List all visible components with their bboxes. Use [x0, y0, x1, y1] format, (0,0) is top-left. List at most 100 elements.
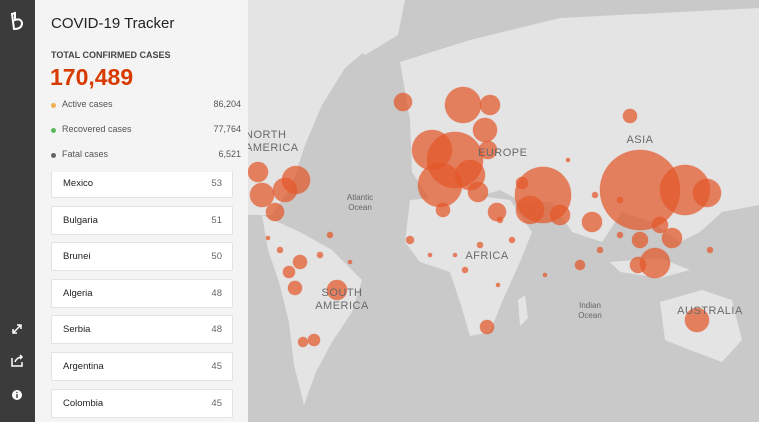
case-bubble[interactable] [472, 117, 498, 143]
case-bubble[interactable] [495, 282, 501, 288]
status-dot [51, 153, 56, 158]
summary-row: Fatal cases 6,521 [51, 149, 241, 163]
case-bubble[interactable] [479, 94, 501, 116]
case-bubble[interactable] [452, 252, 458, 258]
case-bubble[interactable] [265, 202, 285, 222]
country-name: Argentina [63, 361, 104, 372]
case-bubble[interactable] [542, 272, 548, 278]
case-bubble[interactable] [487, 202, 507, 222]
bubbles [247, 86, 722, 348]
row-label: Recovered cases [62, 124, 132, 134]
share-icon[interactable] [11, 354, 24, 367]
case-bubble[interactable] [326, 279, 348, 301]
country-card[interactable]: Mexico 53 [51, 172, 233, 198]
case-bubble[interactable] [616, 231, 624, 239]
panel-title: COVID-19 Tracker [51, 15, 175, 32]
case-bubble[interactable] [479, 319, 495, 335]
country-name: Brunei [63, 251, 91, 263]
case-bubble[interactable] [461, 266, 469, 274]
tracker-panel: COVID-19 Tracker TOTAL CONFIRMED CASES 1… [35, 0, 248, 422]
case-bubble[interactable] [616, 196, 624, 204]
country-name: Colombia [63, 397, 104, 409]
map-label: NORTH [245, 129, 286, 141]
case-bubble[interactable] [651, 216, 669, 234]
country-name: Mexico [63, 178, 94, 189]
country-list: Mexico 53 Bulgaria 51 Brunei 50 Algeria 48 Serbi… [35, 172, 248, 422]
country-value: 48 [211, 324, 222, 336]
map-label: AFRICA [465, 250, 509, 262]
row-value: 77,764 [213, 124, 241, 134]
case-bubble[interactable] [515, 176, 529, 190]
case-bubble[interactable] [297, 336, 309, 348]
side-rail [0, 0, 35, 422]
case-bubble[interactable] [574, 259, 586, 271]
case-bubble[interactable] [405, 235, 415, 245]
total-value: 170,489 [50, 64, 134, 90]
country-value: 51 [211, 214, 222, 226]
country-card[interactable]: Argentina 45 [51, 352, 233, 381]
case-bubble[interactable] [282, 265, 296, 279]
case-bubble[interactable] [629, 256, 647, 274]
row-value: 86,204 [213, 99, 241, 109]
case-bubble[interactable] [247, 161, 269, 183]
map-label: SOUTH [322, 287, 363, 299]
case-bubble[interactable] [347, 259, 353, 265]
rail-icons [10, 11, 24, 400]
case-bubble[interactable] [316, 251, 324, 259]
case-bubble[interactable] [417, 162, 463, 208]
case-bubble[interactable] [631, 231, 649, 249]
case-bubble[interactable] [684, 307, 710, 333]
case-bubble[interactable] [272, 177, 298, 203]
country-card[interactable]: Colombia 45 [51, 388, 233, 418]
case-bubble[interactable] [496, 216, 504, 224]
status-dot [51, 128, 56, 133]
country-card[interactable]: Brunei 50 [51, 242, 233, 272]
country-card[interactable]: Algeria 48 [51, 278, 233, 308]
row-label: Fatal cases [62, 149, 109, 159]
case-bubble[interactable] [292, 254, 308, 270]
case-bubble[interactable] [706, 246, 714, 254]
case-bubble[interactable] [467, 181, 489, 203]
case-bubble[interactable] [565, 157, 571, 163]
map-label: ASIA [626, 134, 653, 146]
case-bubble[interactable] [276, 246, 284, 254]
country-card[interactable]: Serbia 48 [51, 315, 233, 345]
summary-row: Active cases 86,204 [51, 99, 241, 113]
country-value: 45 [211, 397, 222, 409]
case-bubble[interactable] [661, 227, 683, 249]
case-bubble[interactable] [265, 235, 271, 241]
case-bubble[interactable] [692, 178, 722, 208]
row-label: Active cases [62, 99, 113, 109]
case-bubble[interactable] [596, 246, 604, 254]
map-label: AMERICA [245, 142, 299, 154]
case-bubble[interactable] [508, 236, 516, 244]
total-label: TOTAL CONFIRMED CASES [51, 50, 171, 60]
case-bubble[interactable] [326, 231, 334, 239]
case-bubble[interactable] [444, 86, 482, 124]
case-bubble[interactable] [515, 195, 545, 225]
bing-logo[interactable] [10, 11, 24, 31]
case-bubble[interactable] [427, 252, 433, 258]
summary-row: Recovered cases 77,764 [51, 124, 241, 138]
case-bubble[interactable] [591, 191, 599, 199]
case-bubble[interactable] [287, 280, 303, 296]
country-card[interactable]: Bulgaria 51 [51, 205, 233, 235]
map-label: Ocean [578, 311, 602, 320]
case-bubble[interactable] [478, 140, 498, 160]
case-bubble[interactable] [476, 241, 484, 249]
country-name: Serbia [63, 324, 91, 336]
info-icon[interactable] [12, 390, 22, 400]
case-bubble[interactable] [581, 211, 603, 233]
expand-icon[interactable] [12, 324, 22, 334]
country-value: 50 [211, 251, 222, 263]
case-bubble[interactable] [393, 92, 413, 112]
case-bubble[interactable] [249, 182, 275, 208]
map-label: Ocean [348, 203, 372, 212]
map-label: AUSTRALIA [677, 305, 743, 317]
country-value: 45 [211, 361, 222, 372]
case-bubble[interactable] [622, 108, 638, 124]
case-bubble[interactable] [307, 333, 321, 347]
case-bubble[interactable] [435, 202, 451, 218]
case-bubble[interactable] [549, 204, 571, 226]
